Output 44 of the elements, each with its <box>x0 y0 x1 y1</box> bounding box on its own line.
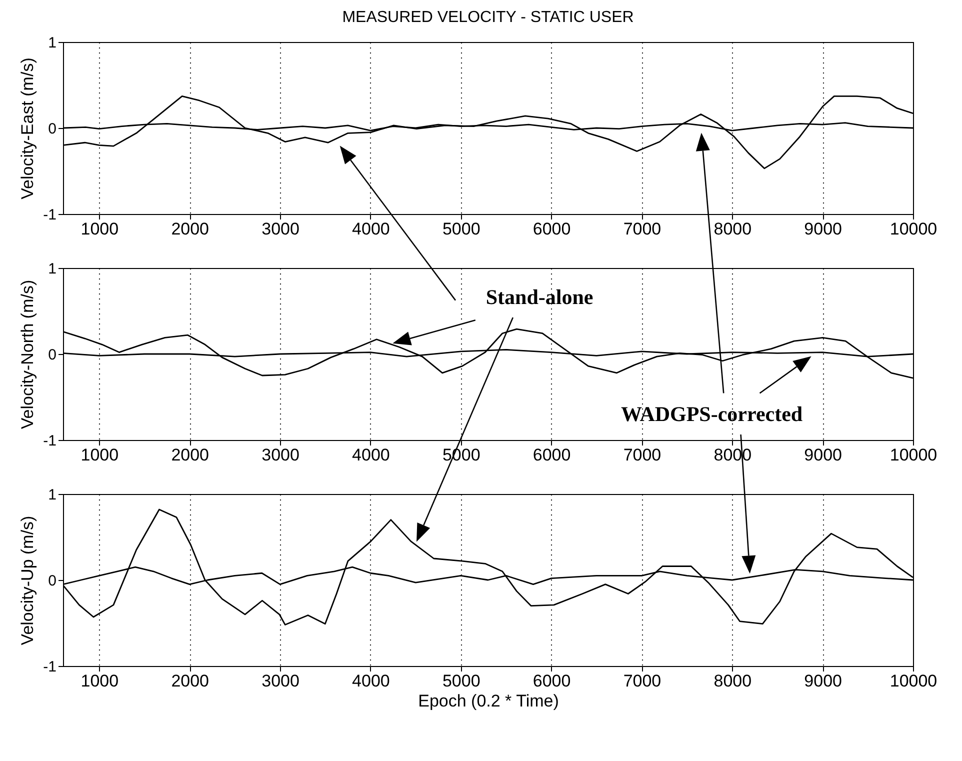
annotation: WADGPS-corrected <box>621 402 803 426</box>
x-tick-label: 9000 <box>804 446 842 464</box>
y-tick-label: 1 <box>48 260 56 278</box>
y-tick-label: 1 <box>48 34 56 52</box>
x-tick-label: 3000 <box>262 672 300 690</box>
x-tick-label: 2000 <box>171 672 210 690</box>
y-tick-label: -1 <box>43 206 56 224</box>
x-tick-label: 10000 <box>890 446 938 464</box>
x-tick-label: 5000 <box>442 672 480 690</box>
y-axis-title: Velocity-Up (m/s) <box>18 516 38 646</box>
x-tick-label: 1000 <box>80 446 119 464</box>
y-axis-title: Velocity-North (m/s) <box>18 280 38 430</box>
x-tick-label: 6000 <box>532 672 571 690</box>
x-tick-label: 6000 <box>532 446 571 464</box>
x-tick-label: 1000 <box>80 220 119 238</box>
x-tick-label: 4000 <box>352 220 390 238</box>
x-tick-label: 8000 <box>714 220 752 238</box>
x-tick-label: 10000 <box>890 672 938 690</box>
x-tick-label: 8000 <box>714 672 752 690</box>
y-tick-label: 0 <box>48 346 56 364</box>
x-tick-label: 7000 <box>623 220 662 238</box>
x-tick-label: 1000 <box>80 672 119 690</box>
x-tick-label: 6000 <box>532 220 571 238</box>
chart-title: MEASURED VELOCITY - STATIC USER <box>342 9 634 26</box>
y-tick-label: -1 <box>43 658 56 676</box>
y-tick-label: 1 <box>48 486 56 504</box>
x-tick-label: 9000 <box>804 672 842 690</box>
y-tick-label: 0 <box>48 572 56 590</box>
x-tick-label: 2000 <box>171 446 210 464</box>
annotation: Stand-alone <box>486 285 594 310</box>
x-tick-label: 7000 <box>623 446 662 464</box>
y-axis-title: Velocity-East (m/s) <box>18 58 38 200</box>
x-axis-title: Epoch (0.2 * Time) <box>418 692 559 710</box>
x-tick-label: 10000 <box>890 220 938 238</box>
x-tick-label: 4000 <box>352 672 390 690</box>
x-tick-label: 3000 <box>262 446 300 464</box>
x-tick-label: 2000 <box>171 220 210 238</box>
x-tick-label: 3000 <box>262 220 300 238</box>
y-tick-label: 0 <box>48 120 56 138</box>
x-tick-label: 9000 <box>804 220 842 238</box>
x-tick-label: 4000 <box>352 446 390 464</box>
x-tick-label: 5000 <box>442 220 480 238</box>
y-tick-label: -1 <box>43 432 56 450</box>
x-tick-label: 7000 <box>623 672 662 690</box>
